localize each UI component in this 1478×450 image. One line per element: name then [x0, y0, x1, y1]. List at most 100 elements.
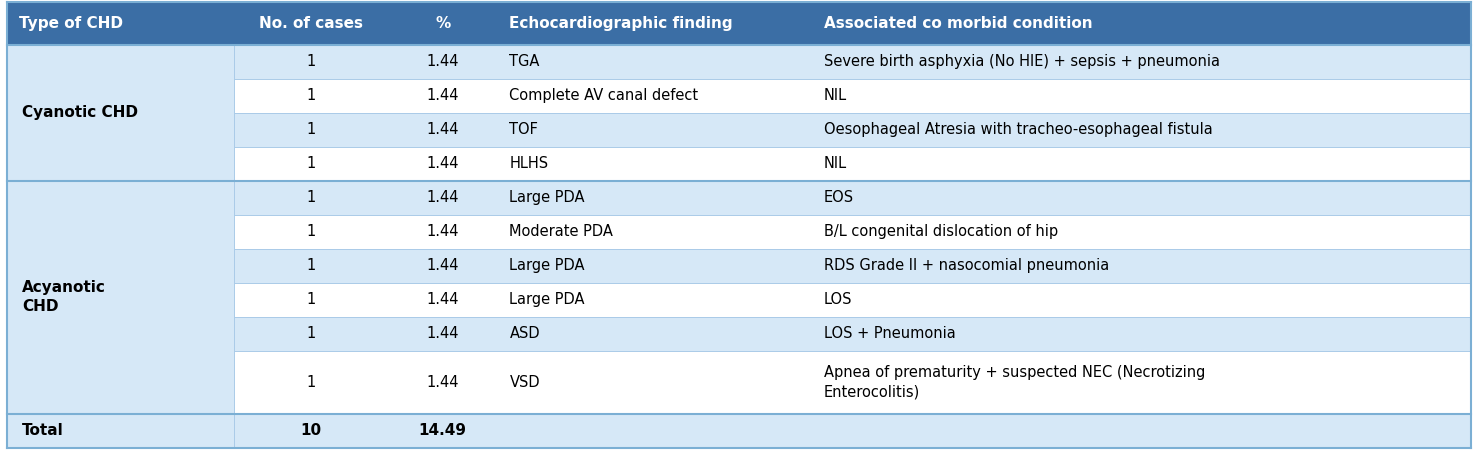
Bar [387, 2, 498, 45]
Bar [387, 283, 498, 317]
Bar [813, 215, 1471, 249]
Text: Associated co morbid condition: Associated co morbid condition [825, 16, 1092, 31]
Text: RDS Grade II + nasocomial pneumonia: RDS Grade II + nasocomial pneumonia [825, 258, 1108, 273]
Bar [813, 2, 1471, 45]
Bar [813, 113, 1471, 147]
Text: 1.44: 1.44 [427, 224, 460, 239]
Bar [387, 147, 498, 181]
Text: Type of CHD: Type of CHD [19, 16, 123, 31]
Bar [234, 147, 387, 181]
Text: ASD: ASD [510, 326, 539, 341]
Bar [234, 79, 387, 113]
Text: Cyanotic CHD: Cyanotic CHD [22, 105, 137, 120]
Bar [498, 351, 813, 414]
Bar [234, 317, 387, 351]
Bar [387, 317, 498, 351]
Text: Acyanotic
CHD: Acyanotic CHD [22, 280, 106, 314]
Bar [498, 249, 813, 283]
Bar [813, 317, 1471, 351]
Bar [813, 283, 1471, 317]
Text: Echocardiographic finding: Echocardiographic finding [510, 16, 733, 31]
Bar [498, 79, 813, 113]
Text: TGA: TGA [510, 54, 539, 69]
Text: Complete AV canal defect: Complete AV canal defect [510, 88, 699, 103]
Bar [7, 181, 234, 414]
Text: Oesophageal Atresia with tracheo-esophageal fistula: Oesophageal Atresia with tracheo-esophag… [825, 122, 1213, 137]
Text: NIL: NIL [825, 156, 847, 171]
Text: NIL: NIL [825, 88, 847, 103]
Text: 1.44: 1.44 [427, 122, 460, 137]
Text: VSD: VSD [510, 375, 539, 390]
Bar [498, 2, 813, 45]
Text: Large PDA: Large PDA [510, 190, 585, 205]
Text: 1.44: 1.44 [427, 326, 460, 341]
Bar [387, 215, 498, 249]
Bar [234, 45, 387, 79]
Bar [498, 283, 813, 317]
Text: 1: 1 [306, 224, 316, 239]
Text: 1.44: 1.44 [427, 88, 460, 103]
Text: EOS: EOS [825, 190, 854, 205]
Bar [387, 414, 498, 448]
Bar [234, 351, 387, 414]
Text: Apnea of prematurity + suspected NEC (Necrotizing
Enterocolitis): Apnea of prematurity + suspected NEC (Ne… [825, 365, 1206, 399]
Bar [234, 283, 387, 317]
Text: 1: 1 [306, 375, 316, 390]
Text: TOF: TOF [510, 122, 538, 137]
Text: 1: 1 [306, 190, 316, 205]
Bar [813, 351, 1471, 414]
Text: Large PDA: Large PDA [510, 292, 585, 307]
Bar [813, 45, 1471, 79]
Text: No. of cases: No. of cases [259, 16, 364, 31]
Text: 1: 1 [306, 292, 316, 307]
Text: 14.49: 14.49 [418, 423, 467, 438]
Text: 1: 1 [306, 54, 316, 69]
Bar [813, 79, 1471, 113]
Text: 1: 1 [306, 88, 316, 103]
Bar [498, 113, 813, 147]
Text: %: % [435, 16, 451, 31]
Bar [387, 45, 498, 79]
Text: Moderate PDA: Moderate PDA [510, 224, 613, 239]
Bar [387, 113, 498, 147]
Bar [387, 79, 498, 113]
Text: 1.44: 1.44 [427, 375, 460, 390]
Text: Severe birth asphyxia (No HIE) + sepsis + pneumonia: Severe birth asphyxia (No HIE) + sepsis … [825, 54, 1219, 69]
Bar [813, 414, 1471, 448]
Bar [387, 249, 498, 283]
Text: 1: 1 [306, 258, 316, 273]
Bar [498, 181, 813, 215]
Bar [234, 215, 387, 249]
Text: B/L congenital dislocation of hip: B/L congenital dislocation of hip [825, 224, 1058, 239]
Bar [234, 414, 387, 448]
Bar [234, 249, 387, 283]
Text: 1.44: 1.44 [427, 54, 460, 69]
Text: 1: 1 [306, 326, 316, 341]
Text: 1.44: 1.44 [427, 292, 460, 307]
Text: Large PDA: Large PDA [510, 258, 585, 273]
Text: 1.44: 1.44 [427, 258, 460, 273]
Bar [7, 45, 234, 181]
Bar [498, 317, 813, 351]
Bar [813, 249, 1471, 283]
Text: Total: Total [22, 423, 64, 438]
Text: 10: 10 [300, 423, 322, 438]
Bar [7, 414, 234, 448]
Text: 1.44: 1.44 [427, 190, 460, 205]
Text: 1: 1 [306, 156, 316, 171]
Text: 1.44: 1.44 [427, 156, 460, 171]
Bar [387, 351, 498, 414]
Bar [813, 181, 1471, 215]
Bar [234, 181, 387, 215]
Bar [498, 45, 813, 79]
Text: LOS: LOS [825, 292, 853, 307]
Bar [498, 414, 813, 448]
Bar [234, 2, 387, 45]
Bar [498, 147, 813, 181]
Bar [7, 2, 234, 45]
Bar [387, 181, 498, 215]
Text: HLHS: HLHS [510, 156, 548, 171]
Bar [234, 113, 387, 147]
Bar [813, 147, 1471, 181]
Text: LOS + Pneumonia: LOS + Pneumonia [825, 326, 956, 341]
